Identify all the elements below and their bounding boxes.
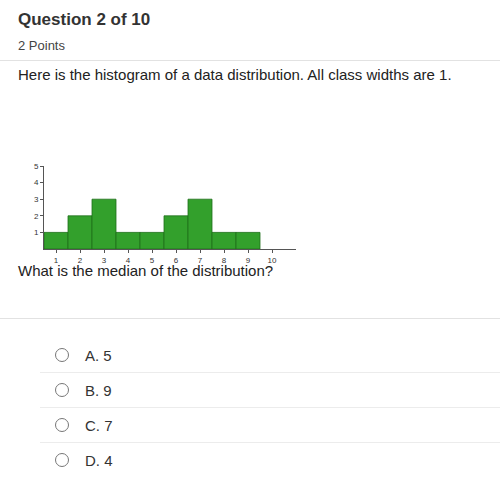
html-text:B. 9: B. 9 [85,381,112,399]
svg-text:10: 10 [267,255,277,265]
svg-text:3: 3 [101,255,107,265]
svg-text:6: 6 [173,255,179,265]
svg-text:7: 7 [197,255,203,265]
svg-text:2: 2 [34,212,39,221]
html-text:C. 7: C. 7 [85,416,113,434]
svg-text:5: 5 [149,255,155,265]
svg-text:1: 1 [34,228,39,237]
html-text:Question 2 of 10: Question 2 of 10 [18,10,151,29]
svg-text:4: 4 [125,255,131,265]
html-text:D. 4: D. 4 [85,451,113,469]
svg-text:9: 9 [245,255,251,265]
svg-text:8: 8 [221,255,227,265]
html-text:2 Points: 2 Points [18,38,65,53]
html-text:A. 5: A. 5 [85,346,112,364]
svg-text:4: 4 [34,178,39,187]
svg-text:3: 3 [34,195,39,204]
svg-text:5: 5 [34,162,39,171]
html-text:Here is the histogram of a dat: Here is the histogram of a data distribu… [18,66,452,83]
svg-text:1: 1 [53,255,59,265]
svg-text:2: 2 [77,255,83,265]
html-text:What is the median of the dist: What is the median of the distribution? [18,262,274,279]
